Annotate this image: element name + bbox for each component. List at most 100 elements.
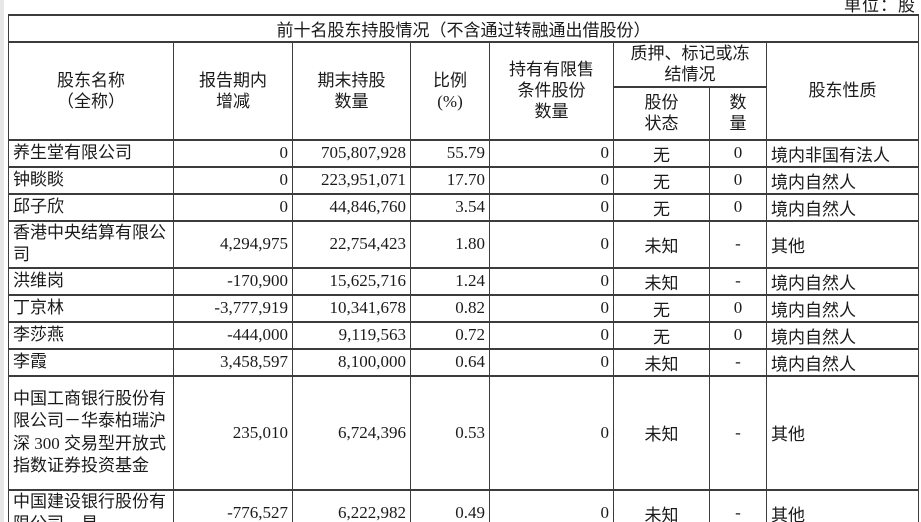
header-shareholder-nature: 股东性质: [766, 41, 919, 141]
cell-shares: 705,807,928: [292, 138, 411, 168]
table-title-row: 前十名股东持股情况（不含通过转融通出借股份）: [8, 14, 919, 43]
cell-change: 0: [173, 192, 293, 222]
cell-shareholder-name: 钟睒睒: [8, 165, 174, 195]
cell-shareholder-name: 李霞: [8, 347, 174, 377]
unit-label: 单位：股: [844, 0, 916, 15]
table-row: 邱子欣 0 44,846,760 3.54 0 无 0 境内自然人: [8, 192, 919, 222]
header-pledge-status: 股份 状态: [613, 85, 710, 141]
cell-pledge-qty: 0: [709, 192, 767, 222]
cell-restricted: 0: [489, 320, 614, 350]
page-edge-shadow: [0, 0, 4, 522]
cell-shares: 8,100,000: [292, 347, 411, 377]
cell-pledge-qty: 0: [709, 165, 767, 195]
cell-restricted: 0: [489, 488, 614, 522]
cell-ratio: 3.54: [410, 192, 490, 222]
cell-shares: 22,754,423: [292, 219, 411, 269]
header-change-in-period: 报告期内 增减: [173, 41, 293, 141]
cell-restricted: 0: [489, 266, 614, 296]
cell-restricted: 0: [489, 165, 614, 195]
cell-pledge-qty: -: [709, 266, 767, 296]
cell-restricted: 0: [489, 138, 614, 168]
cell-change: 235,010: [173, 374, 293, 491]
cell-pledge-qty: -: [709, 219, 767, 269]
table-row: 钟睒睒 0 223,951,071 17.70 0 无 0 境内自然人: [8, 165, 919, 195]
cell-shares: 44,846,760: [292, 192, 411, 222]
cell-shareholder-name: 香港中央结算有限公司: [8, 219, 174, 269]
cell-shares: 223,951,071: [292, 165, 411, 195]
header-restricted-shares: 持有有限售 条件股份 数量: [489, 41, 614, 141]
cell-change: -170,900: [173, 266, 293, 296]
cell-pledge-status: 未知: [613, 219, 710, 269]
cell-pledge-qty: 0: [709, 138, 767, 168]
cell-shareholder-name: 中国建设银行股份有限公司－易: [8, 488, 174, 522]
cell-change: 3,458,597: [173, 347, 293, 377]
cell-pledge-qty: -: [709, 374, 767, 491]
cell-change: -3,777,919: [173, 293, 293, 323]
cell-pledge-status: 未知: [613, 266, 710, 296]
cell-restricted: 0: [489, 219, 614, 269]
header-row-top: 股东名称 （全称） 报告期内 增减 期末持股 数量 比例 (%) 持有有限售 条…: [8, 41, 919, 141]
cell-pledge-status: 无: [613, 192, 710, 222]
cell-pledge-status: 未知: [613, 488, 710, 522]
cell-nature: 境内自然人: [766, 192, 919, 222]
cell-pledge-qty: -: [709, 347, 767, 377]
cell-pledge-status: 无: [613, 320, 710, 350]
cell-shareholder-name: 中国工商银行股份有限公司－华泰柏瑞沪深 300 交易型开放式指数证券投资基金: [8, 374, 174, 491]
cell-shares: 6,222,982: [292, 488, 411, 522]
table-row: 中国工商银行股份有限公司－华泰柏瑞沪深 300 交易型开放式指数证券投资基金 2…: [8, 374, 919, 491]
cell-restricted: 0: [489, 192, 614, 222]
cell-pledge-status: 未知: [613, 347, 710, 377]
cell-shares: 10,341,678: [292, 293, 411, 323]
cell-restricted: 0: [489, 293, 614, 323]
cell-pledge-qty: 0: [709, 293, 767, 323]
cell-ratio: 1.24: [410, 266, 490, 296]
cell-change: -444,000: [173, 320, 293, 350]
cell-shares: 15,625,716: [292, 266, 411, 296]
cell-change: -776,527: [173, 488, 293, 522]
cell-shareholder-name: 洪维岗: [8, 266, 174, 296]
cell-ratio: 0.49: [410, 488, 490, 522]
cell-restricted: 0: [489, 374, 614, 491]
table-row: 中国建设银行股份有限公司－易 -776,527 6,222,982 0.49 0…: [8, 488, 919, 522]
cell-pledge-qty: 0: [709, 320, 767, 350]
cell-nature: 境内自然人: [766, 347, 919, 377]
cell-restricted: 0: [489, 347, 614, 377]
cell-shareholder-name: 邱子欣: [8, 192, 174, 222]
cell-change: 0: [173, 165, 293, 195]
cell-ratio: 0.72: [410, 320, 490, 350]
table-title: 前十名股东持股情况（不含通过转融通出借股份）: [8, 14, 919, 43]
cell-nature: 其他: [766, 488, 919, 522]
cell-shares: 9,119,563: [292, 320, 411, 350]
cell-shareholder-name: 丁京林: [8, 293, 174, 323]
cell-nature: 境内自然人: [766, 320, 919, 350]
header-shares-end-of-period: 期末持股 数量: [292, 41, 411, 141]
cell-pledge-qty: -: [709, 488, 767, 522]
table-row: 李霞 3,458,597 8,100,000 0.64 0 未知 - 境内自然人: [8, 347, 919, 377]
cell-pledge-status: 无: [613, 138, 710, 168]
cell-nature: 其他: [766, 374, 919, 491]
header-pledge-group: 质押、标记或冻 结情况: [613, 41, 767, 88]
cell-ratio: 0.53: [410, 374, 490, 491]
table-row: 养生堂有限公司 0 705,807,928 55.79 0 无 0 境内非国有法…: [8, 138, 919, 168]
cell-change: 0: [173, 138, 293, 168]
cell-ratio: 17.70: [410, 165, 490, 195]
cell-change: 4,294,975: [173, 219, 293, 269]
header-row-bottom: 股份 状态 数 量: [9, 85, 919, 141]
cell-nature: 其他: [766, 219, 919, 269]
cell-pledge-status: 无: [613, 165, 710, 195]
cell-shareholder-name: 养生堂有限公司: [8, 138, 174, 168]
cell-nature: 境内自然人: [766, 293, 919, 323]
table-row: 香港中央结算有限公司 4,294,975 22,754,423 1.80 0 未…: [8, 219, 919, 269]
cell-shareholder-name: 李莎燕: [8, 320, 174, 350]
table-row: 李莎燕 -444,000 9,119,563 0.72 0 无 0 境内自然人: [8, 320, 919, 350]
cell-nature: 境内非国有法人: [766, 138, 919, 168]
table-row: 丁京林 -3,777,919 10,341,678 0.82 0 无 0 境内自…: [8, 293, 919, 323]
cell-pledge-status: 无: [613, 293, 710, 323]
cell-pledge-status: 未知: [613, 374, 710, 491]
top-shareholders-table: 前十名股东持股情况（不含通过转融通出借股份） 股东名称 （全称） 报告期内 增减…: [8, 14, 919, 522]
header-shareholder-name: 股东名称 （全称）: [8, 41, 174, 141]
table-row: 洪维岗 -170,900 15,625,716 1.24 0 未知 - 境内自然…: [8, 266, 919, 296]
cell-ratio: 0.82: [410, 293, 490, 323]
cell-ratio: 55.79: [410, 138, 490, 168]
